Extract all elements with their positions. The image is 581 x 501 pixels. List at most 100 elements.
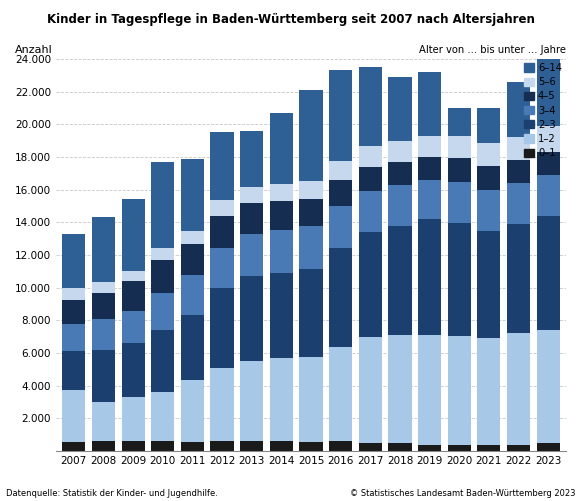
Bar [478,143,500,166]
Bar [537,152,560,175]
Bar [92,402,115,441]
Bar [329,441,352,451]
Bar [358,443,382,451]
Bar [478,108,500,143]
Bar [299,357,322,442]
Bar [448,336,471,445]
Bar [92,217,115,282]
Bar [240,234,263,276]
Bar [299,181,322,198]
Bar [329,180,352,206]
Bar [358,67,382,146]
Bar [388,185,411,225]
Bar [537,175,560,216]
Bar [210,216,234,248]
Bar [507,160,530,183]
Bar [121,311,145,343]
Bar [329,206,352,248]
Bar [299,269,322,357]
Bar [92,282,115,293]
Bar [507,82,530,137]
Bar [240,187,263,203]
Bar [478,190,500,231]
Bar [418,335,441,444]
Bar [537,330,560,443]
Bar [270,184,293,201]
Bar [388,335,411,443]
Bar [62,442,85,451]
Bar [92,293,115,319]
Bar [507,137,530,160]
Bar [121,397,145,441]
Bar [388,443,411,451]
Bar [121,199,145,271]
Bar [537,216,560,330]
Bar [151,162,174,248]
Bar [62,288,85,300]
Bar [210,132,234,200]
Bar [210,288,234,368]
Legend: 6–14, 5–6, 4–5, 3–4, 2–3, 1–2, 0–1: 6–14, 5–6, 4–5, 3–4, 2–3, 1–2, 0–1 [520,59,566,162]
Bar [537,443,560,451]
Bar [448,108,471,136]
Bar [448,158,471,182]
Bar [270,230,293,273]
Bar [507,183,530,224]
Bar [92,319,115,350]
Bar [537,0,560,126]
Bar [151,293,174,330]
Bar [418,180,441,219]
Bar [121,343,145,397]
Bar [388,77,411,141]
Bar [151,392,174,441]
Bar [478,445,500,451]
Bar [210,200,234,216]
Bar [121,281,145,311]
Bar [270,113,293,184]
Bar [418,219,441,335]
Bar [181,276,204,315]
Bar [478,166,500,190]
Bar [62,351,85,390]
Bar [210,248,234,288]
Text: Datenquelle: Statistik der Kinder- und Jugendhilfe.: Datenquelle: Statistik der Kinder- und J… [6,489,218,498]
Bar [270,201,293,230]
Bar [240,361,263,441]
Bar [358,337,382,443]
Bar [151,441,174,451]
Bar [418,72,441,136]
Bar [299,90,322,181]
Bar [181,315,204,380]
Bar [62,390,85,442]
Bar [181,442,204,451]
Bar [448,223,471,336]
Bar [358,167,382,191]
Bar [151,248,174,260]
Bar [329,347,352,441]
Bar [62,300,85,325]
Bar [240,131,263,187]
Bar [478,338,500,445]
Bar [388,141,411,162]
Bar [210,441,234,451]
Bar [448,445,471,451]
Text: Alter von ... bis unter ... Jahre: Alter von ... bis unter ... Jahre [419,45,566,55]
Bar [299,226,322,269]
Bar [151,330,174,392]
Bar [181,159,204,231]
Bar [62,325,85,351]
Text: © Statistisches Landesamt Baden-Württemberg 2023: © Statistisches Landesamt Baden-Württemb… [350,489,575,498]
Bar [507,334,530,444]
Bar [418,157,441,180]
Bar [358,232,382,337]
Bar [507,224,530,334]
Bar [270,273,293,358]
Bar [418,136,441,157]
Bar [240,203,263,234]
Bar [329,161,352,180]
Text: Kinder in Tagespflege in Baden-Württemberg seit 2007 nach Altersjahren: Kinder in Tagespflege in Baden-Württembe… [46,13,535,26]
Bar [448,136,471,158]
Bar [92,441,115,451]
Bar [418,444,441,451]
Bar [181,380,204,442]
